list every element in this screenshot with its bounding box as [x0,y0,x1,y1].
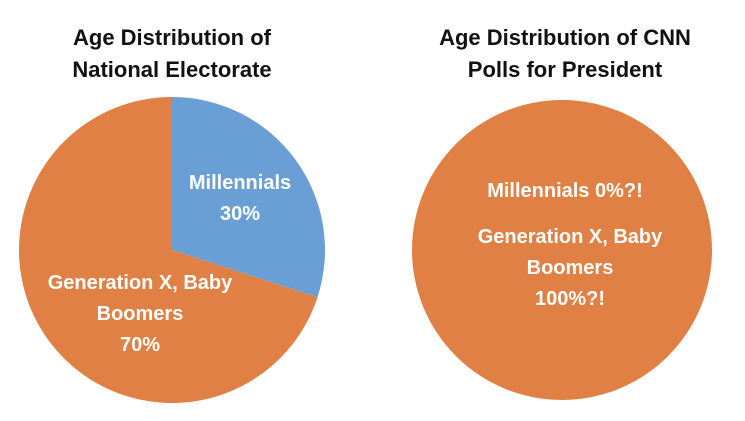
pie-slice [19,97,318,403]
chart-title: Age Distribution of CNN Polls for Presid… [439,25,691,82]
chart-title: Age Distribution of National Electorate [72,25,272,82]
slice-label: Millennials 0%?! [450,176,680,207]
category-label: Generation X, Baby Boomers [477,226,663,279]
value-label: 0%?! [595,180,643,202]
slice-label: Generation X, Baby Boomers 100%?! [470,222,670,315]
slice-label: Millennials 30% [170,168,310,230]
value-label: 100%?! [534,288,606,310]
category-label: Millennials [487,180,590,202]
value-label: 70% [119,334,161,356]
pie-slice [172,97,325,298]
pie-slice [412,100,712,400]
slice-label: Generation X, Baby Boomers 70% [40,268,240,361]
category-label: Generation X, Baby Boomers [47,272,233,325]
category-label: Millennials [188,172,292,194]
value-label: 30% [219,203,261,225]
